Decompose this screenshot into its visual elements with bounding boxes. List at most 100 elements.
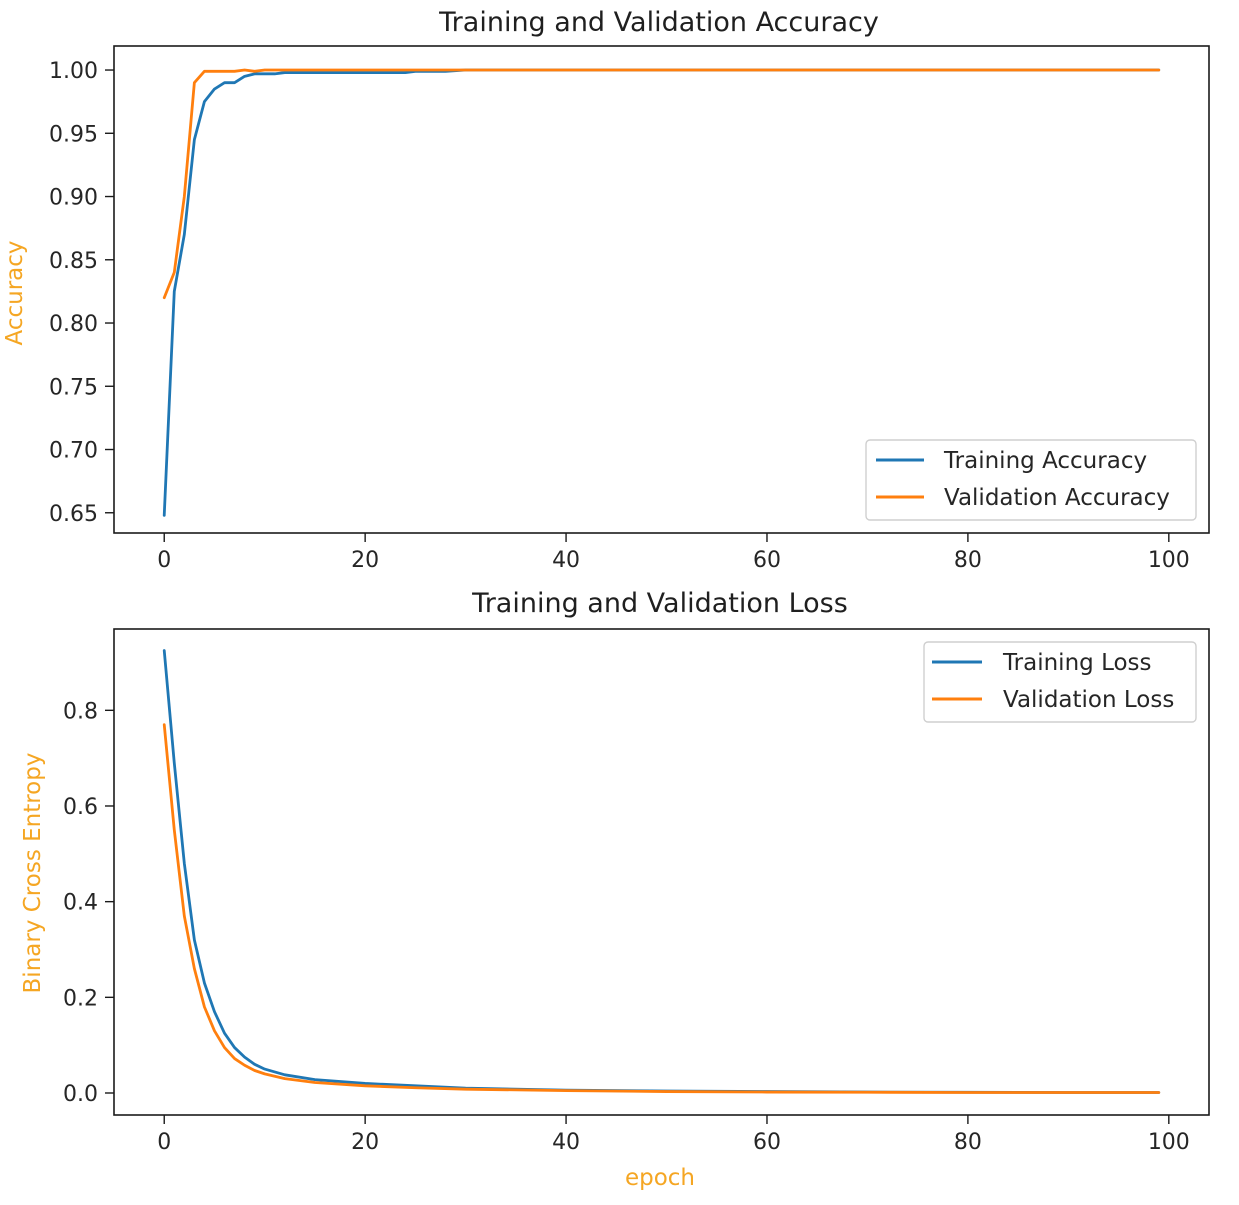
accuracy-y-tick-label-1-00: 1.00 <box>49 59 98 84</box>
data-point-validation-accuracy-epoch-80 <box>967 69 969 71</box>
data-point-validation-accuracy-epoch-4 <box>203 70 205 72</box>
data-point-training-loss-epoch-8 <box>243 1056 245 1058</box>
data-point-validation-accuracy-epoch-50 <box>665 69 667 71</box>
data-point-validation-accuracy-epoch-8 <box>243 69 245 71</box>
data-point-validation-loss-epoch-60 <box>766 1091 768 1093</box>
data-point-training-loss-epoch-3 <box>193 939 195 941</box>
loss-x-tick-label-60: 60 <box>753 1130 781 1155</box>
loss-plot-layer: 0 20 40 60 80 100 0.0 0.2 0.4 0.6 0.8 <box>63 649 1190 1155</box>
data-point-validation-accuracy-epoch-20 <box>364 69 366 71</box>
accuracy-y-tick-label-0-80: 0.80 <box>49 312 98 337</box>
data-point-validation-accuracy-epoch-15 <box>314 69 316 71</box>
data-point-validation-loss-epoch-99 <box>1158 1091 1160 1093</box>
accuracy-y-tick-label-0-85: 0.85 <box>49 249 98 274</box>
data-point-validation-loss-epoch-0 <box>163 723 165 725</box>
data-point-validation-accuracy-epoch-90 <box>1067 69 1069 71</box>
data-point-training-accuracy-epoch-8 <box>243 75 245 77</box>
loss-x-tick-label-0: 0 <box>157 1130 171 1155</box>
accuracy-legend-box <box>865 439 1197 521</box>
data-point-training-accuracy-epoch-5 <box>213 88 215 90</box>
data-point-validation-accuracy-epoch-30 <box>464 69 466 71</box>
accuracy-x-tick-label-100: 100 <box>1148 548 1190 573</box>
loss-x-tick-label-80: 80 <box>954 1130 982 1155</box>
data-point-training-accuracy-epoch-9 <box>253 73 255 75</box>
loss-x-axis-title: epoch <box>625 1165 695 1191</box>
data-point-training-loss-epoch-4 <box>203 982 205 984</box>
accuracy-y-axis-title: Accuracy <box>2 240 28 345</box>
data-point-validation-accuracy-epoch-60 <box>766 69 768 71</box>
data-point-training-accuracy-epoch-20 <box>364 71 366 73</box>
data-point-training-accuracy-epoch-3 <box>193 138 195 140</box>
data-point-training-accuracy-epoch-10 <box>263 73 265 75</box>
loss-y-tick-label-0-6: 0.6 <box>63 795 98 820</box>
data-point-validation-accuracy-epoch-6 <box>223 70 225 72</box>
data-point-training-loss-epoch-1 <box>173 762 175 764</box>
accuracy-x-tick-label-40: 40 <box>552 548 580 573</box>
accuracy-legend: Training Accuracy Validation Accuracy <box>865 439 1197 521</box>
accuracy-y-tick-label-0-70: 0.70 <box>49 439 98 464</box>
data-point-training-loss-epoch-7 <box>233 1046 235 1048</box>
data-point-validation-loss-epoch-80 <box>967 1091 969 1093</box>
accuracy-y-tick-label-0-90: 0.90 <box>49 186 98 211</box>
data-point-training-loss-epoch-2 <box>183 862 185 864</box>
data-point-validation-loss-epoch-9 <box>253 1069 255 1071</box>
legend-label-validation-loss: Validation Loss <box>1003 687 1174 713</box>
data-point-validation-loss-epoch-4 <box>203 1006 205 1008</box>
loss-plot-frame <box>113 628 1210 1116</box>
series-line-validation-accuracy <box>162 68 1161 300</box>
data-point-validation-loss-epoch-15 <box>314 1081 316 1083</box>
data-point-validation-accuracy-epoch-40 <box>565 69 567 71</box>
data-point-training-accuracy-epoch-24 <box>404 71 406 73</box>
accuracy-y-tick-label-0-65: 0.65 <box>49 502 98 527</box>
data-point-training-loss-epoch-5 <box>213 1010 215 1012</box>
data-point-validation-accuracy-epoch-99 <box>1158 69 1160 71</box>
data-point-validation-loss-epoch-10 <box>263 1073 265 1075</box>
legend-label-training-loss: Training Loss <box>1002 650 1152 676</box>
data-point-validation-loss-epoch-30 <box>464 1088 466 1090</box>
data-point-validation-loss-epoch-5 <box>213 1030 215 1032</box>
data-point-validation-accuracy-epoch-10 <box>263 69 265 71</box>
loss-x-tick-label-20: 20 <box>351 1130 379 1155</box>
accuracy-subplot: Training and Validation Accuracy Accurac… <box>2 7 1210 573</box>
data-point-validation-loss-epoch-8 <box>243 1064 245 1066</box>
data-point-validation-loss-epoch-50 <box>665 1090 667 1092</box>
accuracy-plot-frame <box>113 45 1210 534</box>
loss-y-tick-label-0-8: 0.8 <box>63 699 98 724</box>
accuracy-x-tick-label-20: 20 <box>351 548 379 573</box>
data-point-validation-accuracy-epoch-2 <box>183 195 185 197</box>
data-point-validation-loss-epoch-25 <box>414 1087 416 1089</box>
data-point-validation-loss-epoch-20 <box>364 1085 366 1087</box>
loss-legend: Training Loss Validation Loss <box>923 641 1197 723</box>
accuracy-y-tick-label-0-75: 0.75 <box>49 375 98 400</box>
loss-legend-box <box>923 641 1197 723</box>
data-point-training-loss-epoch-10 <box>263 1068 265 1070</box>
data-point-training-accuracy-epoch-12 <box>284 71 286 73</box>
data-point-training-accuracy-epoch-11 <box>274 73 276 75</box>
data-point-validation-loss-epoch-1 <box>173 829 175 831</box>
data-point-validation-loss-epoch-70 <box>866 1091 868 1093</box>
data-point-training-accuracy-epoch-6 <box>223 81 225 83</box>
data-point-training-accuracy-epoch-7 <box>233 81 235 83</box>
data-point-validation-accuracy-epoch-70 <box>866 69 868 71</box>
loss-chart-title: Training and Validation Loss <box>471 588 848 619</box>
accuracy-plot-layer: 0 20 40 60 80 100 0.65 0.70 0.75 0.80 0.85 0.90 0.95… <box>49 59 1190 573</box>
data-point-validation-loss-epoch-2 <box>183 915 185 917</box>
loss-y-tick-label-0-4: 0.4 <box>63 891 98 916</box>
loss-subplot: Training and Validation Loss Binary Cros… <box>20 588 1210 1191</box>
data-point-training-loss-epoch-15 <box>314 1078 316 1080</box>
data-point-training-loss-epoch-9 <box>253 1063 255 1065</box>
data-point-training-accuracy-epoch-2 <box>183 233 185 235</box>
data-point-validation-accuracy-epoch-7 <box>233 70 235 72</box>
data-point-validation-accuracy-epoch-9 <box>253 70 255 72</box>
loss-x-tick-label-40: 40 <box>552 1130 580 1155</box>
data-point-validation-loss-epoch-40 <box>565 1089 567 1091</box>
loss-y-tick-label-0-0: 0.0 <box>63 1082 98 1107</box>
data-point-training-accuracy-epoch-0 <box>163 514 165 516</box>
accuracy-y-tick-label-0-95: 0.95 <box>49 122 98 147</box>
data-point-training-loss-epoch-6 <box>223 1032 225 1034</box>
loss-y-axis-title: Binary Cross Entropy <box>20 753 46 994</box>
accuracy-x-tick-label-0: 0 <box>157 548 171 573</box>
